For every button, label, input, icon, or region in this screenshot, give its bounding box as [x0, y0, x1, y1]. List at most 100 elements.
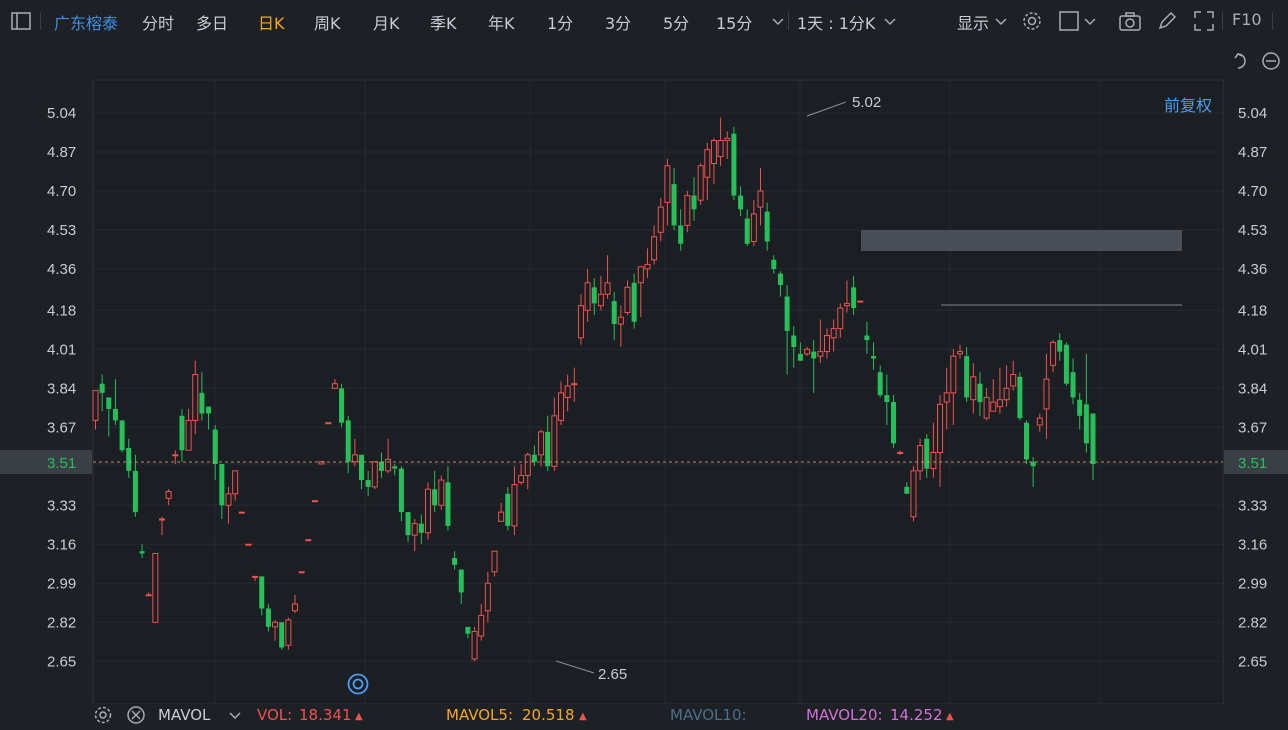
- chevron-down-icon[interactable]: [226, 704, 248, 726]
- panel-toggle-icon[interactable]: [10, 10, 32, 32]
- candle: [132, 454, 138, 517]
- mavol10-label: MAVOL10:: [670, 706, 747, 724]
- candle: [851, 275, 857, 315]
- candle: [724, 131, 731, 159]
- stock-name[interactable]: 广东榕泰: [54, 14, 119, 33]
- candle-body: [1024, 422, 1029, 460]
- gear-icon[interactable]: [92, 704, 114, 726]
- tab-niank[interactable]: 年K: [488, 14, 515, 33]
- candle-body: [106, 397, 112, 409]
- zoom-out-icon[interactable]: [1260, 50, 1282, 72]
- candle-body: [1030, 461, 1036, 467]
- candle: [1057, 333, 1063, 361]
- candle-body: [392, 466, 398, 469]
- candle-body: [305, 539, 312, 542]
- candle: [392, 463, 398, 476]
- candle: [684, 190, 691, 233]
- price-tick-left: 4.36: [47, 261, 76, 278]
- fullscreen-icon[interactable]: [1193, 10, 1215, 32]
- indicator-name[interactable]: MAVOL: [158, 706, 211, 724]
- kline-chart-svg[interactable]: 5.04 5.04 4.87 4.87 4.70 4.70 4.53 4.53 4.36 4.36…: [0, 42, 1288, 704]
- candle-body: [604, 282, 611, 295]
- tab-duori[interactable]: 多日: [196, 14, 229, 33]
- candle-body: [1010, 374, 1017, 387]
- candle-body: [212, 429, 218, 464]
- price-tick-left: 4.70: [47, 183, 76, 200]
- kline-chart[interactable]: 5.04 5.04 4.87 4.87 4.70 4.70 4.53 4.53 4.36 4.36…: [0, 42, 1288, 704]
- gear-icon[interactable]: [1021, 10, 1043, 32]
- candle: [857, 300, 864, 303]
- separator: [1272, 12, 1273, 30]
- mavol5-value: 20.518: [522, 706, 575, 724]
- candle: [750, 200, 757, 247]
- undo-icon[interactable]: [1230, 50, 1252, 72]
- candle-body: [411, 523, 418, 536]
- tab-15min[interactable]: 15分: [716, 14, 753, 33]
- candle-body: [764, 211, 770, 242]
- candle: [797, 342, 803, 361]
- candle-body: [1003, 387, 1010, 401]
- price-tick-right: 2.82: [1238, 614, 1267, 631]
- candle: [738, 186, 744, 217]
- candle-body: [671, 184, 677, 226]
- f10-button[interactable]: F10: [1232, 10, 1262, 29]
- candle: [577, 294, 584, 345]
- tab-zhouk[interactable]: 周K: [314, 14, 341, 33]
- event-marker-icon[interactable]: [347, 673, 369, 695]
- price-tick-left: 3.33: [47, 497, 76, 514]
- candle: [92, 390, 99, 430]
- chevron-down-icon[interactable]: [880, 10, 902, 32]
- price-axes: 5.04 5.04 4.87 4.87 4.70 4.70 4.53 4.53 4.36 4.36…: [47, 105, 1267, 670]
- candle: [518, 463, 525, 485]
- camera-icon[interactable]: [1118, 10, 1141, 32]
- pencil-icon[interactable]: [1156, 10, 1178, 32]
- candle: [365, 470, 371, 497]
- adjust-mode-button[interactable]: 前复权: [1163, 96, 1212, 115]
- tab-fenshi[interactable]: 分时: [142, 14, 175, 33]
- checkbox-icon[interactable]: [1058, 10, 1080, 32]
- candle: [165, 489, 172, 506]
- candle-body: [172, 454, 179, 457]
- candle: [970, 363, 977, 414]
- candle: [764, 202, 770, 251]
- candle: [126, 438, 132, 478]
- candle-body: [757, 190, 764, 208]
- chevron-down-icon[interactable]: [768, 10, 790, 32]
- candle: [664, 158, 671, 226]
- candle-body: [977, 383, 983, 403]
- tab-1min[interactable]: 1分: [547, 14, 574, 33]
- candle: [418, 514, 424, 545]
- chevron-down-icon[interactable]: [993, 10, 1015, 32]
- candle-body: [943, 392, 950, 403]
- price-tick-left: 2.99: [47, 575, 76, 592]
- tab-yuek[interactable]: 月K: [373, 14, 400, 33]
- candle: [325, 422, 332, 425]
- candle: [351, 438, 358, 467]
- period-select[interactable]: 1天 : 1分K: [797, 14, 876, 33]
- candle: [398, 466, 404, 522]
- display-menu[interactable]: 显示: [957, 14, 990, 33]
- plot-area: [92, 79, 1224, 704]
- candle: [843, 280, 850, 313]
- candle-body: [179, 415, 185, 451]
- candle: [571, 367, 578, 403]
- price-tick-left: 2.82: [47, 614, 76, 631]
- close-icon[interactable]: [125, 704, 147, 726]
- candle-body: [558, 392, 564, 421]
- candle-body: [724, 137, 731, 142]
- candle-body: [571, 383, 578, 386]
- candle-body: [445, 482, 451, 526]
- tab-rik[interactable]: 日K: [258, 14, 285, 33]
- price-tick-right: 2.65: [1238, 653, 1267, 670]
- candle: [830, 319, 837, 352]
- tab-jik[interactable]: 季K: [430, 14, 457, 33]
- candle: [924, 434, 930, 478]
- candle: [212, 424, 218, 481]
- candle-body: [292, 603, 298, 612]
- chevron-down-icon[interactable]: [1082, 10, 1104, 32]
- tab-3min[interactable]: 3分: [605, 14, 632, 33]
- candle: [1024, 420, 1029, 464]
- candle-body: [983, 396, 990, 419]
- candle-body: [664, 165, 671, 203]
- tab-5min[interactable]: 5分: [663, 14, 690, 33]
